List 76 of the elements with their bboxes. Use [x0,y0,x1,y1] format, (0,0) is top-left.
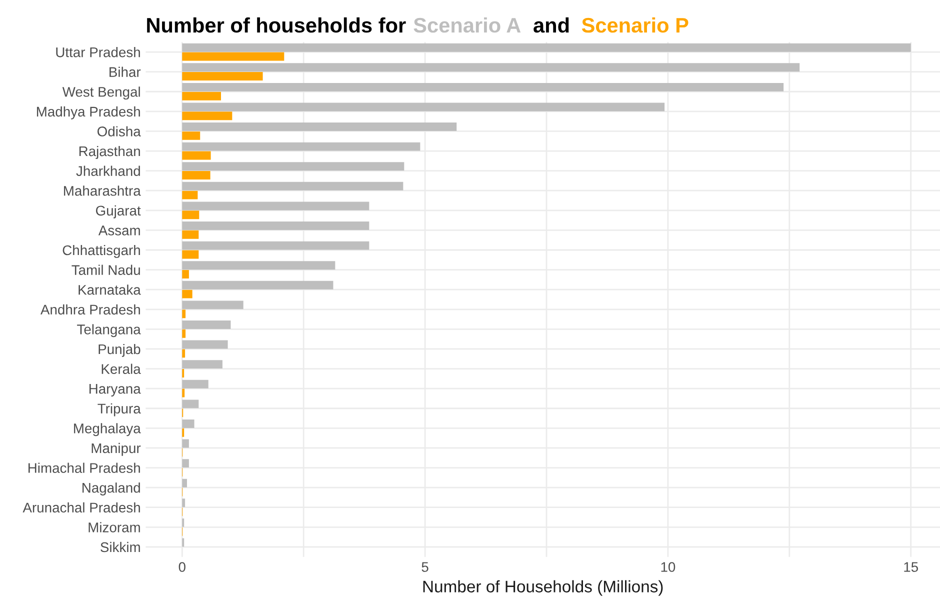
bar [182,380,208,388]
bar [182,329,186,338]
y-tick-label: Punjab [98,344,140,357]
y-tick-label: Chhattisgarh [62,244,140,258]
x-tick-label: 5 [422,562,428,572]
y-tick-label: Sikkim [100,542,140,552]
bar [182,182,404,190]
y-tick-label: Mizoram [88,522,140,532]
y-tick-label: Kerala [102,364,141,374]
y-tick-label: Meghalaya [74,423,141,436]
y-tick-label: Andhra Pradesh [40,304,140,315]
bar [182,459,189,468]
bar [182,202,370,210]
bar [182,250,199,259]
y-tick-label: Odisha [97,126,141,136]
bar [182,388,185,398]
text: Scenario P [582,17,688,33]
bar [182,320,231,329]
y-tick-label: Jharkhand [76,166,140,176]
text: and [534,17,569,33]
bar [182,478,187,488]
bar [182,63,800,72]
y-tick-label: Karnataka [78,284,141,295]
y-tick-label: Gujarat [96,205,141,218]
y-tick-label: West Bengal [62,86,140,100]
bar [182,171,210,180]
y-tick-label: Haryana [89,384,141,396]
y-tick-label: Madhya Pradesh [36,106,140,120]
bar [182,349,186,358]
bar [182,162,404,171]
y-tick-label: Rajasthan [79,146,140,159]
bar [182,102,665,112]
bar [182,270,189,278]
x-axis-title: Number of Households (Millions) [423,580,663,596]
bar [182,112,232,120]
bar [182,151,211,160]
bar [182,52,284,61]
y-tick-label: Uttar Pradesh [56,47,140,58]
y-tick-label: Himachal Pradesh [28,462,140,473]
bar [182,300,244,310]
bar [182,360,222,369]
bar [182,419,194,428]
x-tick-label: 15 [904,562,918,572]
bar [182,340,228,349]
bar [182,142,420,151]
bar [182,72,263,81]
bar [182,43,911,52]
x-tick-label: 10 [661,562,676,572]
bar [182,498,186,508]
bar [182,190,198,200]
bar [182,261,336,270]
y-tick-label: Assam [98,226,140,236]
bar [182,439,189,448]
series-label: Scenario A [414,17,521,33]
bar [182,290,192,298]
chart-title: Number of households for [147,17,406,33]
y-tick-label: Nagaland [82,482,140,496]
bar [182,280,334,290]
bar [182,222,370,230]
bar [182,210,200,220]
bar [182,82,784,92]
y-tick-label: Maharashtra [64,186,141,196]
bar [182,241,370,250]
bar [182,122,457,131]
bar [182,400,199,408]
bar [182,92,221,100]
y-tick-label: Telangana [77,324,141,338]
bar [182,131,200,140]
y-tick-label: Arunachal Pradesh [22,502,140,513]
y-tick-label: Bihar [110,66,141,78]
bar [182,230,199,239]
bar [182,310,186,318]
y-tick-label: Tripura [98,403,141,416]
y-tick-label: Manipur [92,442,141,456]
x-tick-label: 0 [178,562,186,572]
y-tick-label: Tamil Nadu [72,264,140,275]
